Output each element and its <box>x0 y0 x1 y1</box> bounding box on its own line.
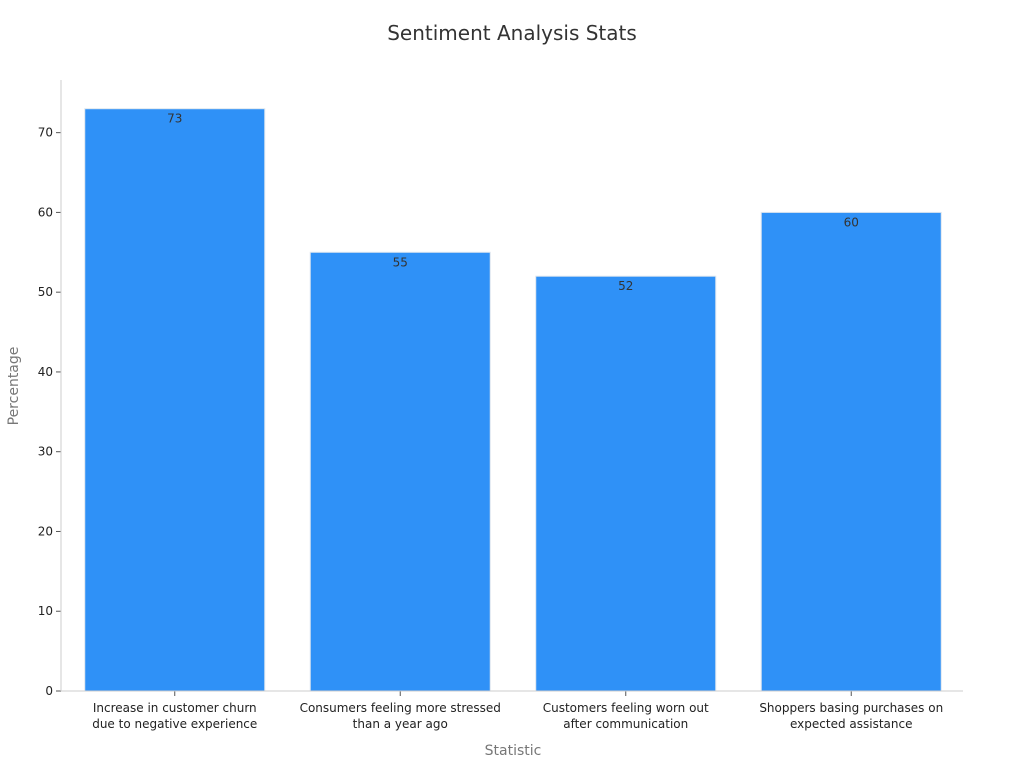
y-tick-label: 30 <box>38 445 53 459</box>
ticks-layer: 0 10 20 30 40 50 60 70 Increase in customer chur… <box>38 126 943 731</box>
chart-title: Sentiment Analysis Stats <box>387 21 637 45</box>
y-axis-title: Percentage <box>6 347 22 426</box>
y-tick-label: 60 <box>38 205 53 219</box>
bar-value-label: 52 <box>618 279 633 293</box>
x-axis-title: Statistic <box>485 743 542 759</box>
bar <box>84 108 266 692</box>
x-tick-label: Customers feeling worn out after communic… <box>543 701 709 731</box>
x-tick-label: Shoppers basing purchases on expected ass… <box>759 701 943 731</box>
bar-value-label: 73 <box>167 112 182 126</box>
bar-value-label: 60 <box>844 215 859 229</box>
bars-layer: 73 55 52 60 <box>84 108 942 692</box>
y-tick-label: 20 <box>38 524 53 538</box>
y-tick-label: 10 <box>38 604 53 618</box>
x-tick-label: Increase in customer churn due to negativ… <box>92 701 257 731</box>
bar-value-label: 55 <box>393 255 408 269</box>
x-tick-label: Consumers feeling more stressed than a ye… <box>300 701 501 731</box>
y-tick-label: 0 <box>45 684 53 698</box>
y-tick-label: 50 <box>38 285 53 299</box>
y-tick-label: 70 <box>38 126 53 140</box>
bar <box>535 275 717 692</box>
bar <box>309 251 491 692</box>
y-tick-label: 40 <box>38 365 53 379</box>
bar <box>760 211 942 692</box>
